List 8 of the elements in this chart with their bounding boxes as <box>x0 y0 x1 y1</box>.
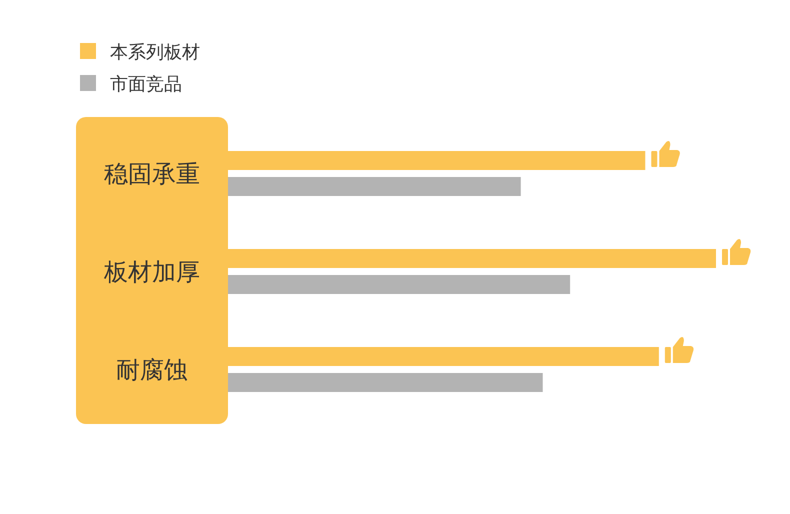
y-tick-label: 耐腐蚀 <box>116 356 188 384</box>
y-tick-label: 稳固承重 <box>104 160 200 188</box>
legend-label: 本系列板材 <box>110 42 200 63</box>
bar <box>228 177 521 196</box>
y-tick-label: 板材加厚 <box>103 258 200 286</box>
bar <box>228 373 543 392</box>
bar <box>228 275 570 294</box>
legend-label: 市面竞品 <box>110 74 182 95</box>
